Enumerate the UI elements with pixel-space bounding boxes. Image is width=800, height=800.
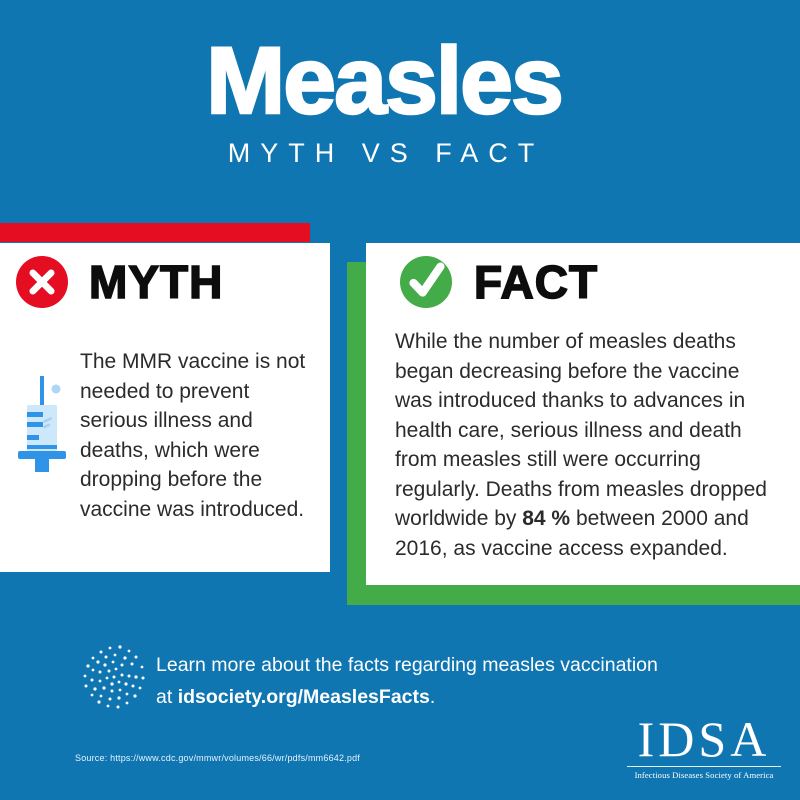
virus-dots-icon bbox=[83, 645, 145, 709]
learn-more-period: . bbox=[429, 685, 436, 708]
syringe-icon bbox=[18, 376, 66, 472]
myth-card: MYTH The MMR vaccine is not needed to pr… bbox=[0, 243, 330, 572]
page-subtitle: MYTH VS FACT bbox=[227, 138, 545, 169]
x-circle-icon bbox=[16, 256, 68, 308]
myth-label: MYTH bbox=[88, 255, 224, 309]
check-circle-icon bbox=[400, 256, 452, 308]
fact-text-tail: between 2000 and 2016, as vaccine access… bbox=[395, 507, 749, 560]
fact-card: FACT While the number of measles deaths … bbox=[366, 243, 800, 585]
header: Measles MYTH VS FACT bbox=[0, 27, 800, 169]
myth-card-header: MYTH bbox=[0, 243, 330, 309]
learn-more-text: Learn more about the facts regarding mea… bbox=[156, 650, 726, 713]
fact-label: FACT bbox=[473, 255, 599, 309]
learn-more-url: idsociety.org/MeaslesFacts bbox=[177, 685, 430, 708]
source-citation: Source: https://www.cdc.gov/mmwr/volumes… bbox=[75, 753, 361, 763]
fact-statistic: 84 % bbox=[522, 507, 571, 530]
fact-card-header: FACT bbox=[366, 243, 800, 309]
myth-accent-bar bbox=[0, 223, 310, 242]
idsa-logo: IDSA Infectious Diseases Society of Amer… bbox=[627, 714, 781, 780]
myth-text: The MMR vaccine is not needed to prevent… bbox=[80, 350, 306, 521]
learn-more-lead: Learn more about the facts regarding mea… bbox=[156, 654, 658, 708]
idsa-logo-acronym: IDSA bbox=[627, 714, 781, 767]
fact-text-lead: While the number of measles deaths began… bbox=[395, 330, 767, 530]
fact-text: While the number of measles deaths began… bbox=[395, 327, 795, 563]
page-title: Measles bbox=[205, 27, 565, 136]
idsa-logo-name: Infectious Diseases Society of America bbox=[634, 770, 774, 780]
